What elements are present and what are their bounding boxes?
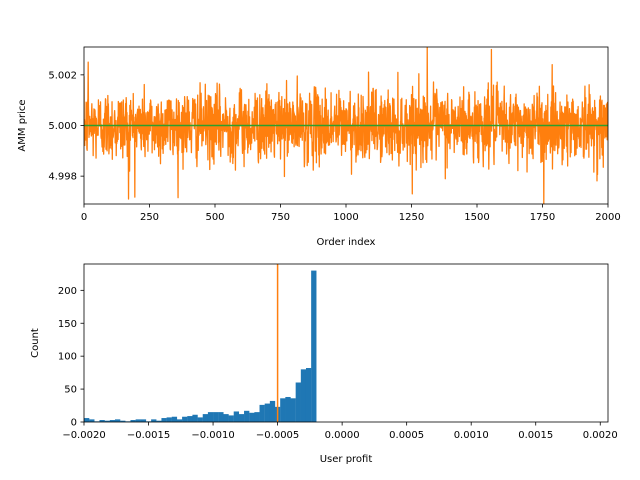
histogram-bar bbox=[89, 419, 95, 422]
x-tick-label: 500 bbox=[205, 212, 224, 223]
x-tick-label: 0.0020 bbox=[583, 430, 618, 441]
histogram-bar bbox=[244, 410, 250, 422]
x-tick-label: 0.0010 bbox=[454, 430, 489, 441]
y-tick-label: 100 bbox=[58, 352, 77, 363]
histogram-bar bbox=[151, 419, 157, 422]
x-tick-label: 0.0000 bbox=[325, 430, 360, 441]
histogram-x-axis-label: User profit bbox=[320, 454, 373, 465]
histogram-bar bbox=[249, 412, 255, 422]
y-tick-label: 0 bbox=[71, 418, 77, 429]
x-tick-label: −0.0015 bbox=[127, 430, 170, 441]
histogram-bar bbox=[311, 270, 317, 422]
histogram-bar bbox=[218, 412, 224, 422]
histogram-bar bbox=[84, 418, 90, 422]
histogram-bar bbox=[130, 420, 136, 422]
histogram-bar bbox=[269, 400, 276, 422]
histogram-bar bbox=[140, 419, 147, 422]
histogram-bar bbox=[156, 420, 162, 422]
histogram-bar bbox=[280, 398, 286, 422]
histogram-bar bbox=[99, 420, 105, 422]
x-tick-label: 0.0015 bbox=[518, 430, 553, 441]
histogram-bar bbox=[135, 419, 141, 422]
x-tick-label: 0.0005 bbox=[389, 430, 424, 441]
histogram-bar bbox=[233, 411, 240, 422]
profit-histogram: −0.0020 −0.0015 −0.0010 −0.0005 0.0000 0.0005… bbox=[30, 263, 618, 465]
x-tick-label: −0.0020 bbox=[62, 430, 105, 441]
histogram-bar bbox=[238, 414, 245, 422]
histogram-bar bbox=[254, 412, 260, 422]
price-chart: 0 250 500 750 1000 1250 1500 1750 2000 4.998 5.00… bbox=[17, 46, 621, 248]
x-tick-label: 1000 bbox=[333, 212, 358, 223]
histogram-bar bbox=[192, 414, 198, 422]
histogram-bar bbox=[120, 420, 126, 422]
histogram-axes-frame bbox=[83, 263, 609, 423]
histogram-bar bbox=[285, 396, 291, 422]
y-tick-label: 5.000 bbox=[48, 121, 77, 132]
x-tick-label: 1250 bbox=[399, 212, 424, 223]
histogram-bar bbox=[223, 414, 229, 422]
x-tick-label: 0 bbox=[81, 212, 87, 223]
x-tick-label: 250 bbox=[140, 212, 159, 223]
price-x-axis-label: Order index bbox=[317, 237, 376, 248]
y-tick-label: 50 bbox=[64, 385, 77, 396]
histogram-bar bbox=[109, 420, 116, 422]
price-y-axis-label: AMM price bbox=[17, 99, 28, 151]
histogram-bar bbox=[161, 418, 167, 422]
histogram-bar bbox=[300, 369, 307, 422]
histogram-bar bbox=[187, 416, 193, 422]
y-tick-label: 4.998 bbox=[48, 172, 77, 183]
histogram-bar bbox=[171, 416, 178, 422]
x-tick-label: 2000 bbox=[595, 212, 620, 223]
histogram-bar bbox=[176, 419, 183, 422]
y-tick-label: 5.002 bbox=[48, 70, 77, 81]
histogram-bar bbox=[114, 419, 121, 422]
histogram-y-axis-label: Count bbox=[30, 328, 41, 358]
histogram-bar bbox=[264, 403, 271, 422]
histogram-bar bbox=[166, 417, 172, 422]
histogram-bar bbox=[207, 412, 214, 422]
x-tick-label: 750 bbox=[271, 212, 290, 223]
y-tick-label: 200 bbox=[58, 286, 77, 297]
histogram-bar bbox=[182, 416, 188, 422]
x-tick-label: 1500 bbox=[464, 212, 489, 223]
histogram-bar bbox=[213, 412, 219, 422]
x-tick-label: −0.0010 bbox=[191, 430, 234, 441]
x-tick-label: 1750 bbox=[530, 212, 555, 223]
histogram-bar bbox=[290, 398, 296, 422]
price-series-line bbox=[84, 47, 608, 204]
x-tick-label: −0.0005 bbox=[256, 430, 299, 441]
histogram-bar bbox=[197, 417, 203, 422]
histogram-bar bbox=[259, 404, 265, 422]
histogram-bar bbox=[295, 382, 301, 422]
histogram-bar bbox=[202, 414, 209, 422]
y-tick-label: 150 bbox=[58, 319, 77, 330]
histogram-bar bbox=[305, 368, 312, 422]
histogram-bar bbox=[228, 415, 234, 422]
histogram-bar bbox=[104, 420, 110, 422]
